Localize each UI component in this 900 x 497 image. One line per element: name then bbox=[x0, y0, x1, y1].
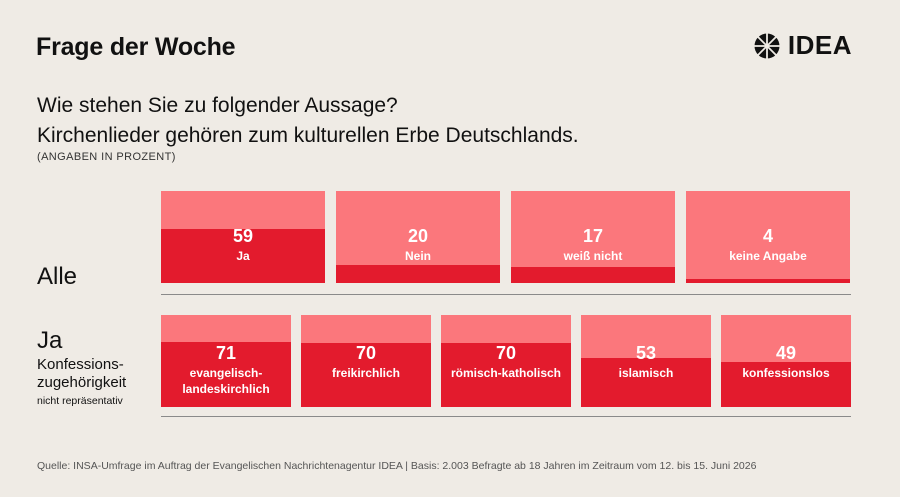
bar-category-label: freikirchlich bbox=[332, 365, 400, 381]
bar-text-1-2: 70 römisch-katholisch bbox=[441, 315, 571, 407]
source-note: Quelle: INSA-Umfrage im Auftrag der Evan… bbox=[37, 460, 757, 472]
group-sub-line-1: Konfessions- bbox=[37, 356, 124, 373]
brand-name: IDEA bbox=[787, 30, 852, 60]
bar-category-label: evangelisch-landeskirchlich bbox=[182, 365, 269, 397]
bar-0-2: 17 weiß nicht bbox=[511, 191, 675, 283]
bar-category-label-line: freikirchlich bbox=[331, 366, 401, 380]
bar-category-label-line: keine Angabe bbox=[729, 249, 807, 263]
bar-0-0: 59 Ja bbox=[161, 191, 325, 283]
bar-fill-0-2 bbox=[511, 267, 675, 283]
brand-logo: IDEA bbox=[753, 30, 852, 61]
bar-category-label: konfessionslos bbox=[742, 365, 829, 381]
bar-value-label: 70 bbox=[495, 343, 517, 363]
bar-fill-0-0 bbox=[161, 228, 325, 283]
bar-fill-1-2 bbox=[441, 342, 571, 407]
bar-fill-1-0 bbox=[161, 341, 291, 407]
bar-category-label-line: Nein bbox=[404, 249, 431, 263]
bar-value-label: 59 bbox=[232, 226, 254, 246]
idea-logo-icon bbox=[753, 32, 780, 59]
bar-category-label-line: konfessionslos bbox=[742, 366, 830, 380]
question-block: Wie stehen Sie zu folgender Aussage? Kir… bbox=[37, 91, 579, 151]
bar-fill-0-1 bbox=[336, 264, 500, 283]
bar-category-label-line: evangelisch- bbox=[189, 366, 263, 380]
bar-text-1-0: 71 evangelisch-landeskirchlich bbox=[161, 315, 291, 407]
bar-0-1: 20 Nein bbox=[336, 191, 500, 283]
bar-0-3: 4 keine Angabe bbox=[686, 191, 850, 283]
bar-value-label: 20 bbox=[407, 226, 429, 246]
bar-category-label-line: weiß nicht bbox=[563, 249, 623, 263]
group-note: nicht repräsentativ bbox=[37, 395, 123, 407]
bar-category-label: Ja bbox=[236, 248, 249, 264]
bar-1-0: 71 evangelisch-landeskirchlich bbox=[161, 315, 291, 407]
bar-value-label: 71 bbox=[215, 343, 237, 363]
question-line-2: Kirchenlieder gehören zum kulturellen Er… bbox=[37, 124, 579, 147]
bar-1-1: 70 freikirchlich bbox=[301, 315, 431, 407]
bar-1-2: 70 römisch-katholisch bbox=[441, 315, 571, 407]
bar-category-label-line: Ja bbox=[236, 249, 250, 263]
bar-text-1-1: 70 freikirchlich bbox=[301, 315, 431, 407]
bar-category-label: Nein bbox=[405, 248, 431, 264]
bar-value-label: 70 bbox=[355, 343, 377, 363]
bar-category-label-line: islamisch bbox=[618, 366, 674, 380]
bar-text-0-3: 4 keine Angabe bbox=[686, 191, 850, 283]
group-label-all: Alle bbox=[37, 263, 78, 290]
bar-fill-1-4 bbox=[721, 361, 851, 407]
bar-fill-0-3 bbox=[686, 279, 850, 283]
bar-category-label-line: römisch-katholisch bbox=[450, 366, 562, 380]
bar-category-label: islamisch bbox=[619, 365, 674, 381]
bar-1-4: 49 konfessionslos bbox=[721, 315, 851, 407]
bar-category-label-line: landeskirchlich bbox=[182, 382, 270, 396]
bar-category-label: römisch-katholisch bbox=[451, 365, 561, 381]
bar-1-3: 53 islamisch bbox=[581, 315, 711, 407]
bar-fill-1-3 bbox=[581, 358, 711, 407]
bar-value-label: 49 bbox=[775, 343, 797, 363]
unit-note: (ANGABEN IN PROZENT) bbox=[37, 151, 176, 163]
divider-all bbox=[161, 294, 851, 295]
page-title: Frage der Woche bbox=[36, 33, 236, 61]
bar-value-label: 17 bbox=[582, 226, 604, 246]
divider-denomination bbox=[161, 416, 851, 417]
bar-text-0-0: 59 Ja bbox=[161, 191, 325, 283]
bar-value-label: 4 bbox=[762, 226, 773, 246]
bar-text-1-4: 49 konfessionslos bbox=[721, 315, 851, 407]
bar-text-1-3: 53 islamisch bbox=[581, 315, 711, 407]
group-sub-line-2: zugehörigkeit bbox=[37, 374, 127, 391]
bar-category-label: keine Angabe bbox=[729, 248, 807, 264]
group-label-yes: Ja bbox=[37, 327, 63, 354]
bar-text-0-1: 20 Nein bbox=[336, 191, 500, 283]
bar-value-label: 53 bbox=[635, 343, 657, 363]
bar-fill-1-1 bbox=[301, 342, 431, 407]
bar-category-label: weiß nicht bbox=[564, 248, 623, 264]
question-line-1: Wie stehen Sie zu folgender Aussage? bbox=[37, 94, 398, 117]
bar-text-0-2: 17 weiß nicht bbox=[511, 191, 675, 283]
